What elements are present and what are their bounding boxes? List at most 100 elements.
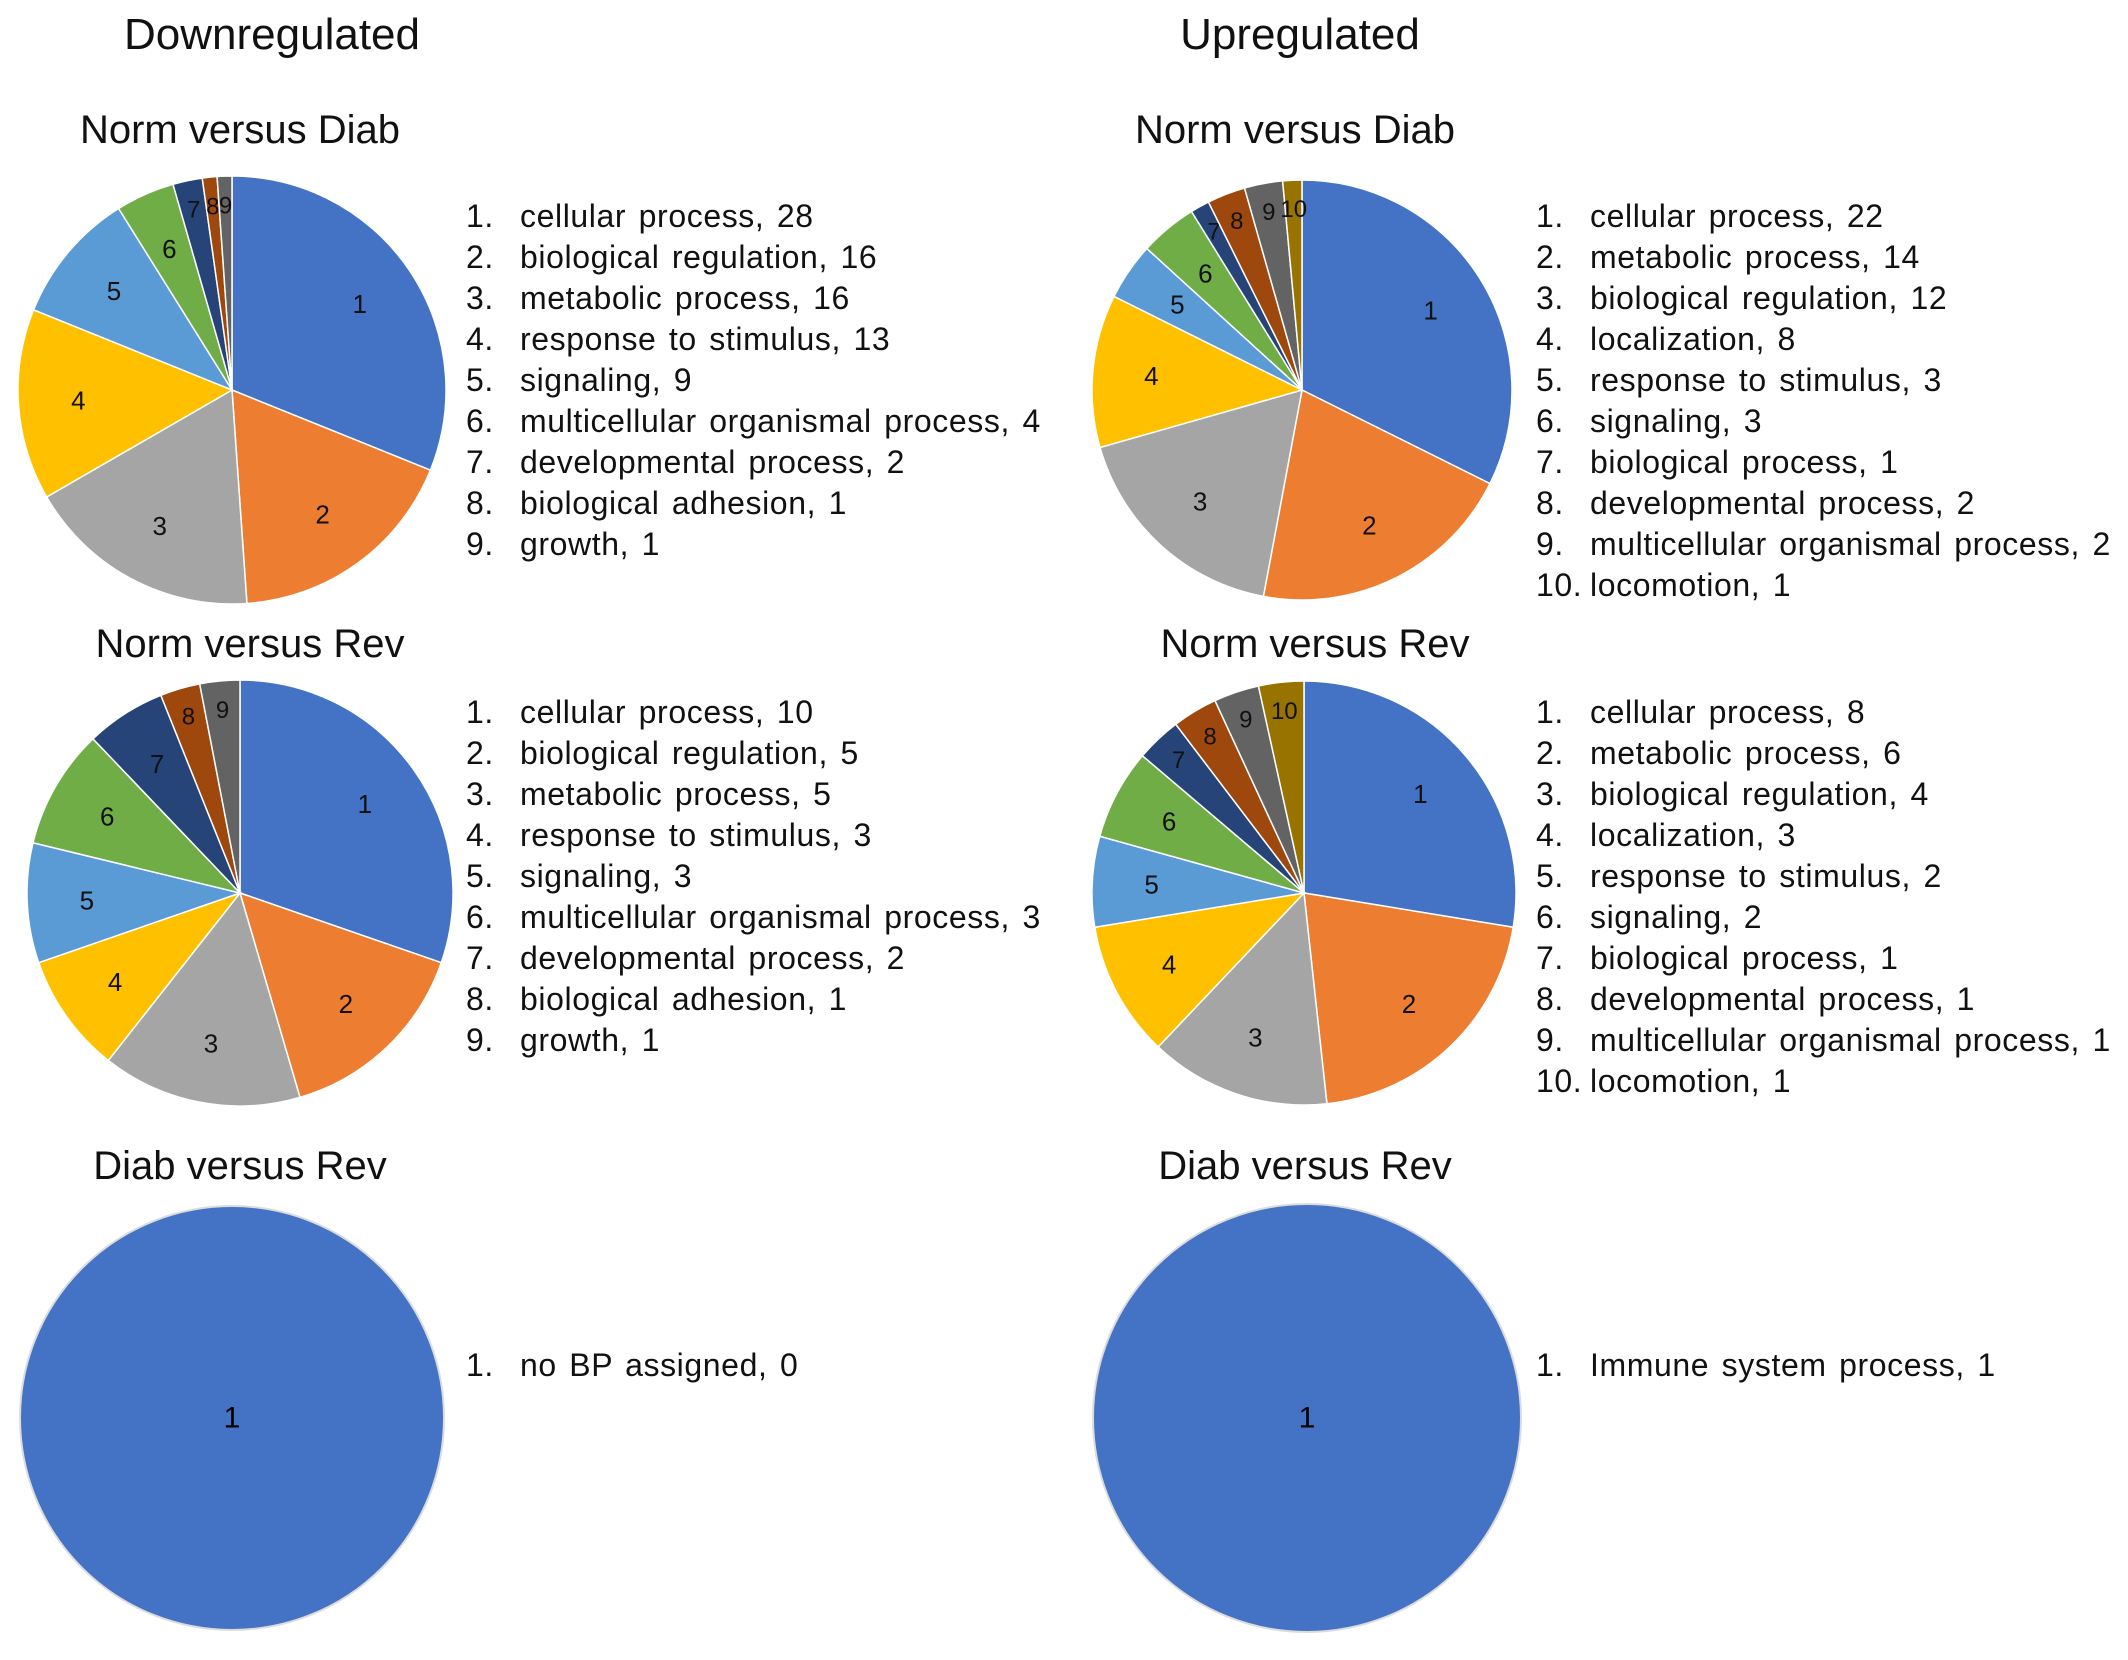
legend-item: 7. developmental process, 2: [466, 442, 1041, 483]
legend-item: 3. biological regulation, 4: [1536, 774, 2111, 815]
pie-slice-3: [107, 891, 301, 1107]
slice-label-8: 8: [182, 704, 195, 731]
legend-number: 1.: [1536, 694, 1564, 730]
legend-value: 1: [1956, 981, 1976, 1017]
legend-item: 2. biological regulation, 5: [466, 733, 1041, 774]
legend-value: 3: [673, 858, 693, 894]
legend-value: 8: [1846, 694, 1866, 730]
slice-label-4: 4: [1144, 361, 1158, 391]
chart-title-up-nd: Norm versus Diab: [1134, 108, 1456, 152]
legend-label: metabolic process: [1590, 239, 1862, 275]
legend-value: 2: [1956, 485, 1976, 521]
legend-item: 3. biological regulation, 12: [1536, 278, 2111, 319]
legend-value: 5: [840, 735, 859, 771]
legend-label: response to stimulus: [520, 817, 832, 853]
slice-label-4: 4: [71, 386, 85, 416]
legend-value: 28: [776, 198, 814, 234]
legend-value: 3: [1923, 362, 1942, 398]
legend-item: 1. cellular process, 8: [1536, 692, 2111, 733]
slice-label-1: 1: [1299, 1402, 1316, 1435]
legend-number: 2.: [466, 239, 494, 275]
legend-up-nd: 1. cellular process, 22 2. metabolic proces…: [1536, 196, 2111, 606]
legend-number: 4.: [466, 817, 494, 853]
legend-down-nd: 1. cellular process, 28 2. biological regul…: [466, 196, 1041, 565]
slice-label-7: 7: [1207, 219, 1220, 246]
slice-label-2: 2: [1402, 989, 1416, 1019]
group-title-downregulated: Downregulated: [124, 10, 420, 59]
legend-label: developmental process: [1590, 981, 1935, 1017]
legend-label: multicellular organismal process: [520, 403, 1001, 439]
legend-label: biological process: [1590, 940, 1859, 976]
pie-slice-1: [239, 679, 454, 964]
legend-item: 6. multicellular organismal process, 4: [466, 401, 1041, 442]
legend-item: 5. response to stimulus, 3: [1536, 360, 2111, 401]
legend-item: 5. response to stimulus, 2: [1536, 856, 2111, 897]
slice-label-1: 1: [358, 789, 372, 819]
legend-label: multicellular organismal process: [1590, 526, 2071, 562]
legend-number: 1.: [466, 694, 494, 730]
legend-item: 9. growth, 1: [466, 524, 1041, 565]
legend-item: 8. biological adhesion, 1: [466, 979, 1041, 1020]
legend-up-dr: 1. Immune system process, 1: [1536, 1345, 1996, 1386]
pie-slice-6: [32, 737, 243, 895]
slice-label-5: 5: [1144, 870, 1158, 900]
legend-value: 3: [1777, 817, 1796, 853]
pie-slice-3: [1157, 891, 1328, 1106]
legend-label: developmental process: [520, 444, 865, 480]
legend-number: 5.: [466, 858, 494, 894]
pie-slice-1: [1303, 680, 1517, 929]
legend-label: metabolic process: [520, 776, 792, 812]
legend-number: 1.: [466, 1347, 494, 1383]
legend-label: signaling: [520, 858, 652, 894]
legend-number: 1.: [1536, 1347, 1564, 1383]
slice-label-9: 9: [216, 697, 229, 724]
legend-label: signaling: [520, 362, 652, 398]
pie-slice-10: [1257, 680, 1305, 894]
legend-number: 4.: [1536, 321, 1564, 357]
slice-label-1: 1: [352, 289, 366, 319]
legend-value: 14: [1883, 239, 1920, 275]
legend-label: biological adhesion: [520, 981, 807, 1017]
pie-slice-3: [45, 388, 248, 605]
legend-number: 8.: [466, 485, 494, 521]
slice-label-8: 8: [1230, 208, 1243, 235]
legend-label: cellular process: [520, 198, 755, 234]
legend-item: 10. locomotion, 1: [1536, 1061, 2111, 1102]
legend-value: 12: [1910, 280, 1948, 316]
pie-down-nr: 1 2 3 4 5 6 78 9: [26, 679, 454, 1107]
pie-slice-10: [1281, 179, 1303, 391]
legend-down-nr: 1. cellular process, 10 2. biological regul…: [466, 692, 1041, 1061]
slice-label-8: 8: [206, 194, 219, 221]
legend-label: signaling: [1590, 403, 1722, 439]
legend-value: 4: [1022, 403, 1041, 439]
pie-slice-3: [1099, 388, 1303, 598]
legend-label: locomotion: [1590, 1063, 1751, 1099]
slice-label-6: 6: [1162, 807, 1176, 837]
group-title-upregulated: Upregulated: [1180, 10, 1420, 59]
legend-item: 4. localization, 8: [1536, 319, 2111, 360]
legend-label: locomotion: [1590, 567, 1751, 603]
pie-slice-2: [1303, 892, 1515, 1105]
slice-label-7: 7: [1172, 747, 1185, 774]
legend-value: 1: [1772, 567, 1792, 603]
pie-down-dr: 1: [19, 1205, 445, 1631]
legend-label: localization: [1590, 817, 1756, 853]
legend-number: 2.: [1536, 239, 1564, 275]
pie-slice-1: [1301, 179, 1513, 485]
legend-label: biological process: [1590, 444, 1859, 480]
legend-label: cellular process: [520, 694, 755, 730]
legend-item: 1. cellular process, 10: [466, 692, 1041, 733]
legend-number: 8.: [1536, 485, 1564, 521]
slice-label-2: 2: [315, 500, 329, 530]
legend-item: 4. localization, 3: [1536, 815, 2111, 856]
legend-number: 6.: [1536, 899, 1564, 935]
legend-number: 9.: [1536, 526, 1564, 562]
legend-item: 10. locomotion, 1: [1536, 565, 2111, 606]
legend-number: 3.: [466, 776, 494, 812]
legend-value: 1: [1977, 1347, 1996, 1383]
legend-number: 10.: [1536, 1063, 1583, 1099]
legend-value: 2: [1923, 858, 1942, 894]
legend-label: no BP assigned: [520, 1347, 758, 1383]
pie-slice-1: [1092, 1203, 1522, 1633]
legend-item: 3. metabolic process, 16: [466, 278, 1041, 319]
